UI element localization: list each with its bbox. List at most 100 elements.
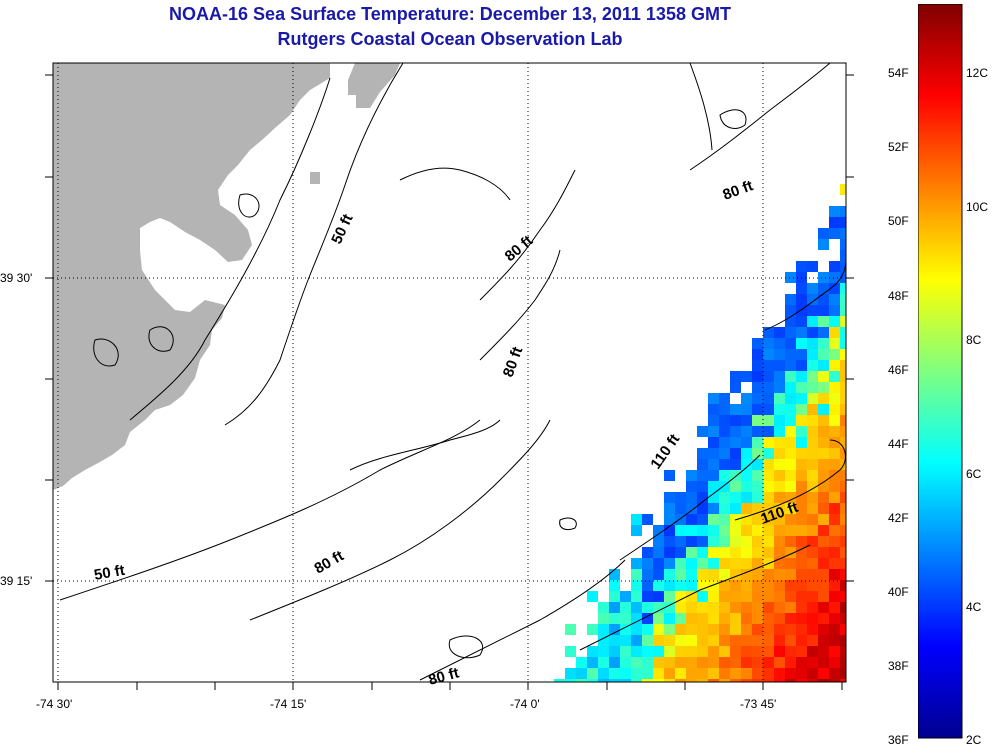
sst-pixel	[807, 382, 818, 393]
sst-pixel	[807, 371, 818, 382]
sst-pixel	[818, 580, 829, 591]
sst-pixel	[763, 624, 774, 635]
sst-pixel	[807, 525, 818, 536]
sst-pixel	[708, 426, 719, 437]
sst-pixel	[741, 536, 752, 547]
sst-pixel	[609, 646, 620, 657]
sst-pixel	[829, 272, 840, 283]
sst-pixel	[719, 613, 730, 624]
sst-pixel	[818, 591, 829, 602]
sst-pixel	[719, 404, 730, 415]
sst-pixel	[741, 470, 752, 481]
sst-pixel	[829, 635, 840, 646]
bathymetry-contours	[59, 63, 846, 681]
sst-pixel	[697, 492, 708, 503]
sst-pixel	[598, 624, 609, 635]
sst-pixel	[576, 679, 587, 682]
sst-pixel	[818, 349, 829, 360]
sst-pixel	[785, 404, 796, 415]
sst-pixel	[653, 591, 664, 602]
sst-pixel	[807, 646, 818, 657]
sst-pixel	[829, 371, 840, 382]
sst-pixel	[785, 569, 796, 580]
sst-pixel	[807, 547, 818, 558]
sst-pixel	[598, 657, 609, 668]
colorbar-f-label: 36F	[888, 733, 909, 747]
sst-pixel	[840, 250, 846, 261]
sst-pixel	[752, 602, 763, 613]
sst-pixel	[587, 679, 598, 682]
sst-pixel	[653, 613, 664, 624]
sst-pixel	[675, 514, 686, 525]
sst-pixel	[829, 206, 840, 217]
sst-pixel	[807, 536, 818, 547]
sst-pixel	[653, 580, 664, 591]
sst-pixel	[741, 525, 752, 536]
sst-pixel	[818, 668, 829, 679]
sst-pixel	[796, 624, 807, 635]
sst-pixel	[829, 261, 840, 272]
sst-pixel	[708, 437, 719, 448]
sst-pixel	[829, 426, 840, 437]
sst-pixel	[840, 294, 846, 305]
sst-pixel	[719, 459, 730, 470]
sst-pixel	[763, 338, 774, 349]
sst-pixel	[741, 437, 752, 448]
sst-pixel	[818, 602, 829, 613]
sst-pixel	[807, 481, 818, 492]
sst-pixel	[774, 679, 785, 682]
sst-pixel	[807, 327, 818, 338]
sst-pixel	[697, 646, 708, 657]
sst-pixel	[741, 668, 752, 679]
sst-pixel	[719, 492, 730, 503]
sst-pixel	[818, 327, 829, 338]
sst-pixel	[664, 679, 675, 682]
sst-pixel	[565, 679, 576, 682]
sst-pixel	[642, 569, 653, 580]
sst-pixel	[752, 613, 763, 624]
sst-pixel	[708, 448, 719, 459]
sst-pixel	[840, 272, 846, 283]
sst-pixel	[763, 371, 774, 382]
sst-pixel	[840, 393, 846, 404]
sst-pixel	[642, 646, 653, 657]
sst-pixel	[697, 657, 708, 668]
sst-pixel	[829, 514, 840, 525]
sst-pixel	[829, 558, 840, 569]
sst-pixel	[752, 591, 763, 602]
sst-pixel	[719, 591, 730, 602]
sst-pixel	[785, 580, 796, 591]
sst-pixel	[818, 294, 829, 305]
sst-pixel	[631, 646, 642, 657]
sst-pixel	[620, 646, 631, 657]
sst-pixel	[763, 591, 774, 602]
sst-pixel	[829, 305, 840, 316]
sst-pixel	[840, 602, 846, 613]
sst-pixel	[774, 382, 785, 393]
sst-pixel	[554, 679, 565, 682]
sst-pixel	[763, 448, 774, 459]
sst-pixel	[840, 360, 846, 371]
sst-pixel	[752, 635, 763, 646]
sst-pixel	[807, 415, 818, 426]
sst-pixel	[752, 624, 763, 635]
sst-pixel	[752, 547, 763, 558]
sst-pixel	[785, 371, 796, 382]
sst-pixel	[741, 646, 752, 657]
sst-pixel	[840, 217, 846, 228]
sst-pixel	[796, 580, 807, 591]
sst-pixel	[796, 338, 807, 349]
sst-pixel	[664, 613, 675, 624]
sst-pixel	[598, 668, 609, 679]
sst-pixel	[840, 316, 846, 327]
sst-pixel	[664, 536, 675, 547]
sst-pixel	[807, 338, 818, 349]
sst-pixel	[675, 624, 686, 635]
sst-pixel	[829, 217, 840, 228]
colorbar-f-label: 48F	[888, 289, 909, 303]
sst-pixel	[796, 316, 807, 327]
sst-pixel	[840, 448, 846, 459]
sst-pixel	[774, 536, 785, 547]
sst-pixel	[653, 525, 664, 536]
sst-pixel	[785, 503, 796, 514]
